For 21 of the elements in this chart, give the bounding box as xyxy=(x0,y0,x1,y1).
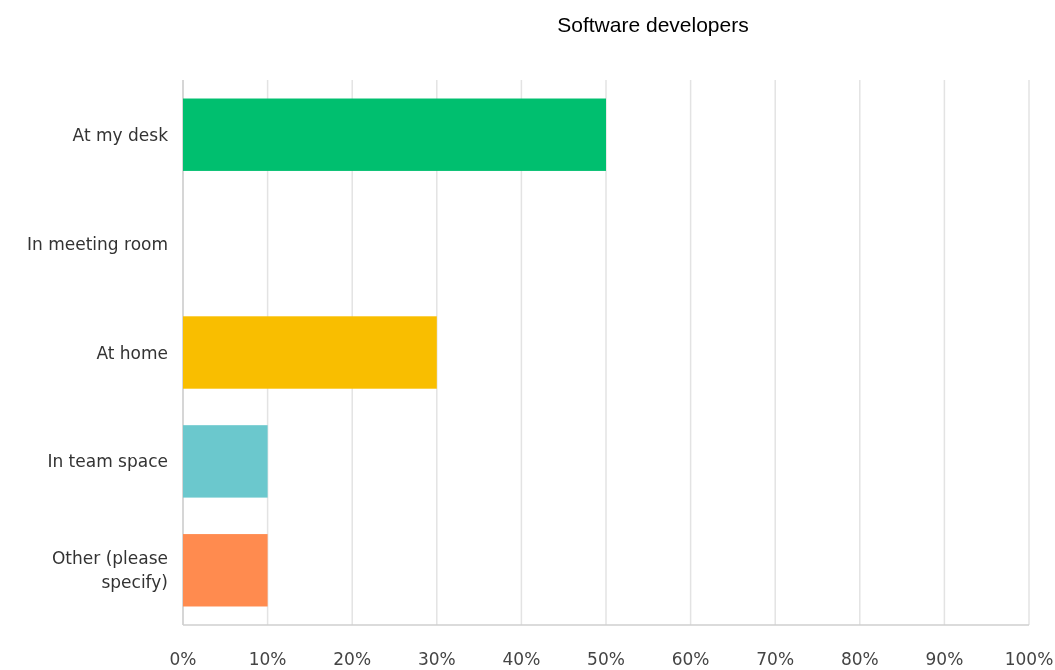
x-tick-label: 0% xyxy=(169,649,197,669)
x-tick-label: 100% xyxy=(1004,649,1054,669)
bar xyxy=(183,98,606,171)
x-tick-label: 40% xyxy=(502,649,541,669)
y-tick-label: At home xyxy=(96,342,168,363)
x-tick-label: 20% xyxy=(333,649,372,669)
x-tick-label: 10% xyxy=(248,649,287,669)
x-tick-label: 70% xyxy=(756,649,795,669)
x-tick-label: 90% xyxy=(925,649,964,669)
y-tick-label: Other (please specify) xyxy=(51,548,168,593)
bar xyxy=(183,316,437,389)
y-tick-label: At my desk xyxy=(72,124,169,145)
y-tick-label: In meeting room xyxy=(26,233,168,254)
chart-title: Software developers xyxy=(557,13,749,36)
x-tick-label: 50% xyxy=(587,649,625,669)
x-tick-label: 80% xyxy=(840,649,879,669)
y-tick-label: In team space xyxy=(47,451,168,472)
bar xyxy=(183,534,268,607)
x-tick-label: 30% xyxy=(417,649,456,669)
bar xyxy=(183,425,268,498)
x-tick-label: 60% xyxy=(671,649,710,669)
